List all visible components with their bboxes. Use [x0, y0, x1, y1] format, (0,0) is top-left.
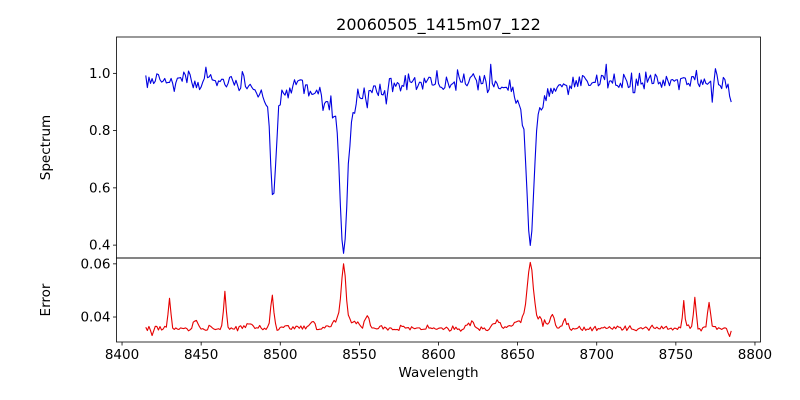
- x-tick-label: 8650: [500, 347, 534, 363]
- y-tick-label: 0.8: [89, 123, 110, 139]
- spectrum-y-axis-title: Spectrum: [38, 115, 54, 180]
- x-tick-label: 8800: [738, 347, 772, 363]
- x-tick-label: 8750: [659, 347, 693, 363]
- x-tick-label: 8600: [421, 347, 455, 363]
- x-tick-label: 8550: [342, 347, 376, 363]
- spectrum-panel-frame: [116, 36, 761, 259]
- plot-area: 1.0 0.8 0.6 0.4 0.06 0.04 8400 8450 8500 8550 8600…: [80, 36, 772, 363]
- chart-title: 20060505_1415m07_122: [336, 15, 541, 35]
- x-tick-label: 8450: [184, 347, 218, 363]
- spectrum-line: [145, 63, 732, 254]
- y-tick-label: 1.0: [89, 66, 110, 82]
- y-tick-label: 0.6: [89, 180, 110, 196]
- x-tick-label: 8700: [580, 347, 614, 363]
- y-tick-label: 0.04: [80, 310, 110, 326]
- x-tick-label: 8400: [105, 347, 139, 363]
- y-tick-label: 0.4: [89, 238, 110, 254]
- y-tick-label: 0.06: [80, 256, 110, 272]
- x-tick-label: 8500: [263, 347, 297, 363]
- error-y-axis-title: Error: [38, 283, 54, 316]
- error-panel-frame: [116, 257, 761, 343]
- error-line: [145, 261, 732, 338]
- x-axis-title: Wavelength: [398, 365, 478, 381]
